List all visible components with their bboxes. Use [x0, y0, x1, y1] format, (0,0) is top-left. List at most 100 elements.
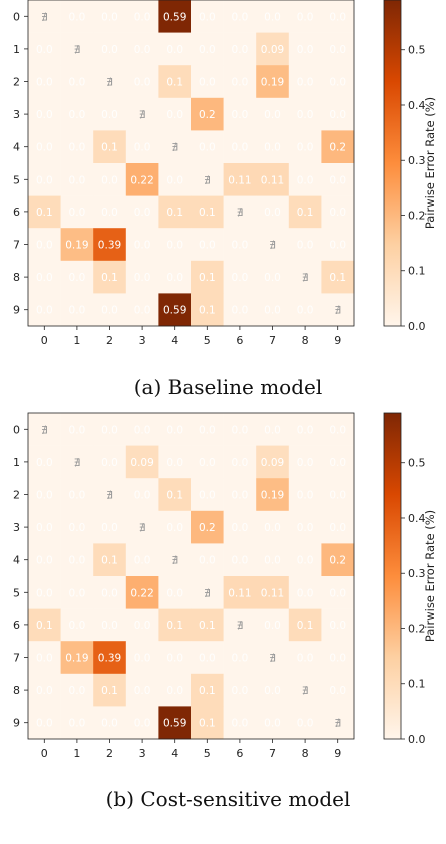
heatmap-cell: [288, 445, 322, 479]
colorbar-label: Pairwise Error Rate (%): [423, 97, 437, 229]
cell-label: 0.0: [297, 305, 314, 317]
heatmap-cell: [191, 478, 224, 512]
cell-label: 0.0: [232, 11, 249, 23]
heatmap-cell: [191, 228, 224, 262]
heatmap-cell: [288, 543, 322, 577]
cell-label: 0.0: [166, 653, 183, 665]
heatmap-cell: [125, 608, 159, 642]
cell-label: 0.0: [199, 490, 216, 502]
cell-label: 0.0: [297, 240, 314, 252]
cell-label: 0.1: [166, 620, 183, 632]
heatmap-cell: [28, 293, 61, 327]
y-tick-label: 3: [13, 521, 20, 534]
cell-label: 0.0: [232, 240, 249, 252]
cell-label: 0.0: [166, 109, 183, 121]
cell-label: ∄: [334, 305, 341, 317]
heatmap-cell: [158, 130, 192, 164]
heatmap-cell: [60, 163, 94, 196]
cell-label: 0.19: [261, 490, 284, 502]
y-tick-label: 0: [13, 423, 20, 436]
cell-label: 0.0: [232, 305, 249, 317]
heatmap-cell: [28, 576, 61, 609]
cell-label: 0.0: [36, 718, 53, 730]
heatmap-cell: [93, 293, 127, 327]
cell-label: 0.2: [329, 555, 346, 567]
heatmap-cell: [93, 608, 127, 642]
cell-label: 0.0: [36, 240, 53, 252]
x-tick-label: 2: [106, 334, 113, 347]
cell-label: 0.0: [232, 490, 249, 502]
colorbar-tick-label: 0.4: [408, 99, 426, 112]
cell-label: ∄: [74, 457, 81, 469]
heatmap-cell: [60, 608, 94, 642]
heatmap-cell: [125, 97, 159, 131]
heatmap-cell: [158, 478, 192, 512]
cell-label: 0.59: [163, 11, 186, 23]
colorbar-tick-label: 0.3: [408, 567, 426, 580]
cell-label: 0.1: [297, 207, 314, 219]
heatmap-cell: [60, 97, 94, 131]
heatmap-cell: [158, 228, 192, 262]
cell-label: 0.0: [297, 174, 314, 186]
heatmap-cell: [125, 293, 159, 327]
cell-label: 0.0: [134, 142, 151, 154]
x-tick-label: 2: [106, 747, 113, 760]
heatmap-cell: [125, 510, 159, 544]
heatmap-cell: [93, 706, 127, 740]
heatmap-cell: [321, 0, 355, 33]
heatmap-cell: [223, 65, 257, 99]
cell-label: 0.0: [134, 77, 151, 89]
heatmap-cell: [60, 32, 94, 66]
cell-label: ∄: [204, 174, 211, 186]
heatmap-cell: [288, 478, 322, 512]
cell-label: 0.0: [166, 587, 183, 599]
heatmap-cell: [223, 445, 257, 479]
heatmap-cell: [158, 445, 192, 479]
cell-label: 0.0: [101, 44, 118, 56]
cell-label: 0.0: [69, 587, 86, 599]
heatmap-cell: [191, 130, 224, 164]
heatmap-cell: [60, 228, 94, 262]
cell-label: 0.0: [232, 555, 249, 567]
heatmap-cell: [191, 0, 224, 33]
cell-label: 0.0: [134, 44, 151, 56]
cell-label: 0.0: [297, 653, 314, 665]
heatmap-cell: [256, 65, 290, 99]
heatmap-cell: [60, 706, 94, 740]
heatmap-cell: [60, 65, 94, 99]
cell-label: 0.0: [166, 457, 183, 469]
x-tick-label: 4: [171, 334, 178, 347]
x-tick-label: 3: [139, 334, 146, 347]
y-tick-label: 5: [13, 173, 20, 186]
cell-label: 0.1: [36, 207, 53, 219]
heatmap-cell: [288, 228, 322, 262]
y-tick-label: 1: [13, 456, 20, 469]
heatmap-cell: [60, 543, 94, 577]
heatmap-cell: [223, 97, 257, 131]
cell-label: ∄: [237, 207, 244, 219]
heatmap-cell: [288, 195, 322, 229]
cell-label: 0.0: [297, 11, 314, 23]
heatmap-cell: [191, 608, 224, 642]
cell-label: 0.0: [101, 522, 118, 534]
heatmap-cell: [223, 163, 257, 196]
heatmap-cell: [321, 608, 355, 642]
heatmap-cell: [158, 65, 192, 99]
cell-label: 0.22: [130, 174, 153, 186]
heatmap-cell: [256, 543, 290, 577]
y-tick-label: 5: [13, 586, 20, 599]
cell-label: 0.0: [232, 653, 249, 665]
y-tick-label: 3: [13, 108, 20, 121]
cell-label: 0.0: [36, 653, 53, 665]
cell-label: 0.22: [130, 587, 153, 599]
heatmap-cell: [28, 608, 61, 642]
heatmap-cell: [321, 641, 355, 675]
cell-label: 0.0: [199, 142, 216, 154]
cell-label: 0.59: [163, 718, 186, 730]
cell-label: 0.0: [101, 718, 118, 730]
cell-label: 0.0: [69, 424, 86, 436]
cell-label: 0.0: [69, 522, 86, 534]
heatmap-cell: [93, 65, 127, 99]
cell-label: 0.0: [232, 522, 249, 534]
cell-label: 0.0: [134, 272, 151, 284]
